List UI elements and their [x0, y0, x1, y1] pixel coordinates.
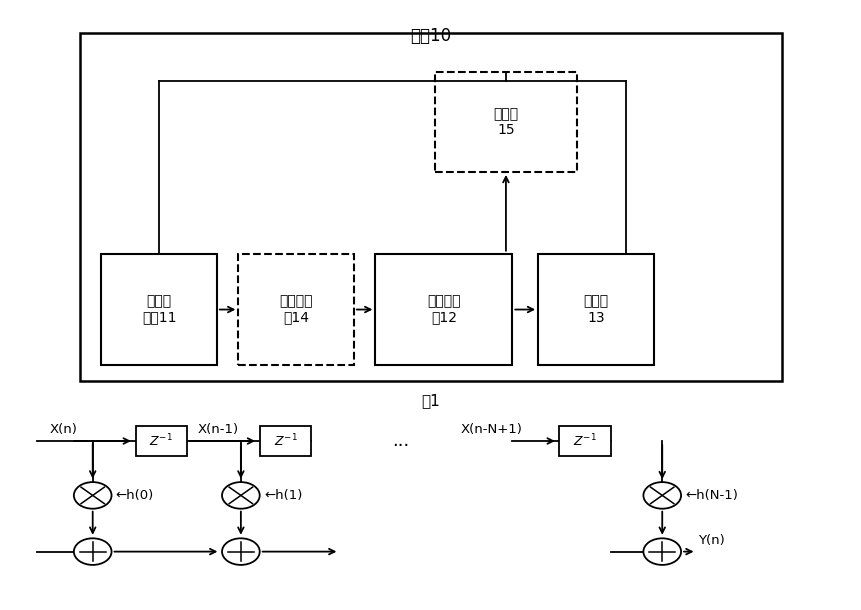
Bar — [238, 254, 354, 365]
Text: X(n-1): X(n-1) — [198, 423, 238, 436]
Text: 图1: 图1 — [421, 393, 440, 408]
Circle shape — [74, 538, 111, 565]
Text: 滤波器
13: 滤波器 13 — [583, 295, 608, 325]
Bar — [559, 426, 610, 456]
Bar — [537, 254, 653, 365]
Text: 信号采
集儗11: 信号采 集儗11 — [142, 295, 177, 325]
Bar — [259, 426, 311, 456]
Text: X(n-N+1): X(n-N+1) — [461, 423, 523, 436]
Circle shape — [642, 482, 680, 509]
Bar — [375, 254, 511, 365]
Text: 模数转换
妗12: 模数转换 妗12 — [426, 295, 460, 325]
Text: 信号放大
妗14: 信号放大 妗14 — [279, 295, 313, 325]
Text: 存储器
15: 存储器 15 — [492, 107, 518, 137]
Text: 装甩10: 装甩10 — [410, 27, 451, 45]
Bar — [80, 33, 781, 381]
Circle shape — [74, 482, 111, 509]
Circle shape — [222, 538, 259, 565]
Text: ←h(N-1): ←h(N-1) — [684, 489, 737, 502]
Bar — [435, 73, 576, 172]
Bar — [135, 426, 187, 456]
Text: $Z^{-1}$: $Z^{-1}$ — [273, 432, 297, 450]
Text: X(n): X(n) — [50, 423, 77, 436]
Circle shape — [642, 538, 680, 565]
Text: $Z^{-1}$: $Z^{-1}$ — [573, 432, 597, 450]
Circle shape — [222, 482, 259, 509]
Text: ←h(0): ←h(0) — [115, 489, 154, 502]
Text: $Z^{-1}$: $Z^{-1}$ — [149, 432, 173, 450]
Text: Y(n): Y(n) — [697, 534, 724, 547]
Text: ...: ... — [392, 432, 409, 450]
Bar — [101, 254, 217, 365]
Text: ←h(1): ←h(1) — [263, 489, 302, 502]
